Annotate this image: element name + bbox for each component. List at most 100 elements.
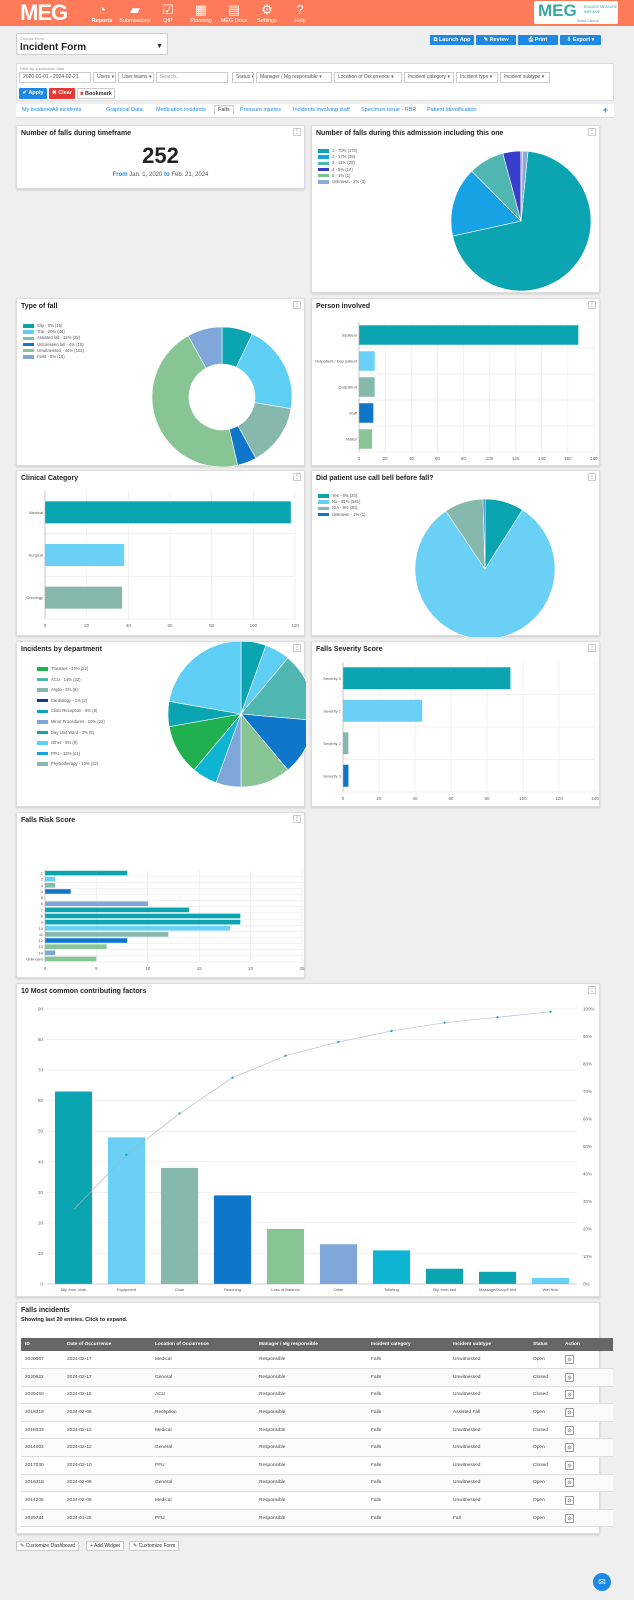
legend-item[interactable]: Theatres - 10% (22) bbox=[37, 664, 105, 675]
legend-item[interactable]: Trip - 20% (46) bbox=[23, 329, 84, 335]
customize-dashboard-button[interactable]: ✎ Customize Dashboard bbox=[16, 1541, 80, 1551]
clear-button[interactable]: ✖ Clear bbox=[49, 88, 75, 99]
tab-patient-identification[interactable]: Patient Identification bbox=[427, 107, 477, 113]
app-logo[interactable]: MEG bbox=[20, 0, 68, 25]
nav-reports[interactable]: ◔ Reports bbox=[82, 3, 122, 25]
widget-menu-icon[interactable]: ⋮ bbox=[293, 301, 301, 309]
export-button[interactable]: ⇩ Export ▾ bbox=[560, 35, 601, 45]
table-row[interactable]: 2018033 2024-02-12 Medical Responsible Falls… bbox=[21, 1421, 613, 1440]
legend-item[interactable]: 4 - 5% (10) bbox=[318, 167, 366, 173]
widget-menu-icon[interactable]: ⋮ bbox=[588, 986, 596, 994]
legend-item[interactable]: 2 - 17% (39) bbox=[318, 154, 366, 160]
user-teams-filter[interactable]: User teams ▾ bbox=[118, 72, 154, 83]
type-filter[interactable]: Incident type ▾ bbox=[456, 72, 498, 83]
nav-planning[interactable]: ▦ Planning bbox=[181, 3, 221, 25]
legend-item[interactable]: N/A - 9% (20) bbox=[318, 505, 366, 511]
table-row[interactable]: 2029734 2024-01-26 PFU Responsible Falls Fall… bbox=[21, 1509, 613, 1528]
legend-item[interactable]: No - 81% (181) bbox=[318, 499, 366, 505]
legend-item[interactable]: Slip - 6% (16) bbox=[23, 323, 84, 329]
legend-item[interactable]: 5 - 1% (1) bbox=[318, 173, 366, 179]
view-icon[interactable]: ⊙ bbox=[565, 1372, 574, 1382]
review-button[interactable]: ✎ Review bbox=[476, 35, 516, 45]
tab-all-incidents[interactable]: All incidents bbox=[52, 107, 82, 113]
table-row[interactable]: 2016318 2024-02-09 General Responsible Falls… bbox=[21, 1474, 613, 1493]
legend-item[interactable]: Unknown - 1% (1) bbox=[318, 512, 366, 518]
table-row[interactable]: 2014402 2024-02-12 General Responsible Falls… bbox=[21, 1438, 613, 1458]
form-selector[interactable]: Choose Form Incident Form ▼ bbox=[16, 33, 168, 55]
apply-button[interactable]: ✔ Apply bbox=[19, 88, 47, 99]
chat-icon[interactable]: ✉ bbox=[593, 1573, 611, 1591]
column-header[interactable]: Incident subtype bbox=[449, 1338, 529, 1351]
view-icon[interactable]: ⊙ bbox=[565, 1460, 574, 1470]
add-tab-icon[interactable]: + bbox=[602, 105, 608, 115]
table-row[interactable]: 2017030 2024-02-10 PFU Responsible Falls Unwi… bbox=[21, 1456, 613, 1475]
print-button[interactable]: ⎙ Print bbox=[518, 35, 558, 45]
legend-item[interactable]: Anglo - 5% (8) bbox=[37, 685, 105, 696]
column-header[interactable]: Manager / Mg responsible bbox=[255, 1338, 367, 1351]
nav-qip[interactable]: ☑ QIP bbox=[148, 3, 188, 25]
nav-submissions[interactable]: ▰ Submissions bbox=[115, 3, 155, 25]
table-row[interactable]: 2018319 2024-02-09 Reception Responsible Fal… bbox=[21, 1403, 613, 1422]
view-icon[interactable]: ⊙ bbox=[565, 1355, 574, 1365]
legend-item[interactable]: Cardiology - 1% (2) bbox=[37, 696, 105, 707]
view-icon[interactable]: ⊙ bbox=[565, 1425, 574, 1435]
location-filter[interactable]: Location of Occurrence ▾ bbox=[334, 72, 402, 83]
legend-item[interactable]: Unforeseen fall - 4% (10) bbox=[23, 342, 84, 348]
legend-item[interactable]: 1 - 70% (170) bbox=[318, 148, 366, 154]
view-icon[interactable]: ⊙ bbox=[565, 1513, 574, 1523]
widget-menu-icon[interactable]: ⋮ bbox=[293, 473, 301, 481]
bookmark-button[interactable]: ■ Bookmark bbox=[77, 88, 115, 99]
table-row[interactable]: 2020667 2024-02-17 Medical Responsible Falls… bbox=[21, 1351, 613, 1370]
widget-menu-icon[interactable]: ⋮ bbox=[588, 473, 596, 481]
widget-menu-icon[interactable]: ⋮ bbox=[293, 128, 301, 136]
widget-menu-icon[interactable]: ⋮ bbox=[588, 644, 596, 652]
users-filter[interactable]: Users ▾ bbox=[93, 72, 116, 83]
view-icon[interactable]: ⊙ bbox=[565, 1408, 574, 1418]
column-header[interactable]: ID bbox=[21, 1338, 63, 1351]
table-row[interactable]: 2014205 2024-02-09 Medical Responsible Falls… bbox=[21, 1491, 613, 1510]
table-row[interactable]: 2020622 2024-02-17 General Responsible Falls… bbox=[21, 1368, 613, 1387]
nav-help[interactable]: ? Help bbox=[280, 3, 320, 25]
nav-settings[interactable]: ⚙ Settings bbox=[247, 3, 287, 25]
legend-item[interactable]: Faint - 8% (18) bbox=[23, 354, 84, 360]
legend-item[interactable]: Unknown - 2% (3) bbox=[318, 179, 366, 185]
legend-item[interactable]: Clinic Reception - 5% (8) bbox=[37, 706, 105, 717]
customize-form-button[interactable]: ✎ Customize Form bbox=[129, 1541, 180, 1551]
widget-menu-icon[interactable]: ⋮ bbox=[293, 815, 301, 823]
legend-item[interactable]: Unwitnessed - 44% (102) bbox=[23, 348, 84, 354]
tab-specimen-issue-rbr[interactable]: Specimen issue - RBR bbox=[361, 107, 417, 113]
widget-menu-icon[interactable]: ⋮ bbox=[293, 644, 301, 652]
column-header[interactable]: Action bbox=[561, 1338, 613, 1351]
add-widget-button[interactable]: + Add Widget bbox=[86, 1541, 124, 1551]
legend-item[interactable]: Yes - 9% (20) bbox=[318, 493, 366, 499]
view-icon[interactable]: ⊙ bbox=[565, 1478, 574, 1488]
nav-meg-docs[interactable]: ▤ MEG Docs bbox=[214, 3, 254, 25]
tab-medication-incidents[interactable]: Medication incidents bbox=[156, 107, 206, 113]
widget-menu-icon[interactable]: ⋮ bbox=[588, 301, 596, 309]
column-header[interactable]: Location of Occurrence bbox=[151, 1338, 255, 1351]
legend-item[interactable]: Other - 5% (8) bbox=[37, 738, 105, 749]
tab-my-incidents[interactable]: My incidents bbox=[22, 107, 53, 113]
tab-pressure-injuries[interactable]: Pressure injuries bbox=[240, 107, 281, 113]
status-filter[interactable]: Status ▾ bbox=[232, 72, 254, 83]
tab-graphical-data[interactable]: Graphical Data bbox=[106, 107, 143, 113]
view-icon[interactable]: ⊙ bbox=[565, 1390, 574, 1400]
legend-item[interactable]: Physiotherapy - 10% (22) bbox=[37, 759, 105, 770]
tab-falls[interactable]: Falls bbox=[214, 105, 234, 114]
legend-item[interactable]: Day Unit Ward - 3% (5) bbox=[37, 728, 105, 739]
view-icon[interactable]: ⊙ bbox=[565, 1443, 574, 1453]
column-header[interactable]: Status bbox=[529, 1338, 561, 1351]
manager-filter[interactable]: Manager / Mg responsible ▾ bbox=[256, 72, 332, 83]
search-input[interactable]: Search... bbox=[156, 72, 228, 83]
view-icon[interactable]: ⊙ bbox=[565, 1496, 574, 1506]
legend-item[interactable]: Assisted fall - 12% (32) bbox=[23, 335, 84, 341]
subtype-filter[interactable]: Incident subtype ▾ bbox=[500, 72, 550, 83]
column-header[interactable]: Incident category bbox=[367, 1338, 449, 1351]
legend-item[interactable]: PFU - 18% (41) bbox=[37, 749, 105, 760]
table-row[interactable]: 2020450 2024-02-15 ACU Responsible Falls Unwi… bbox=[21, 1386, 613, 1405]
legend-item[interactable]: Minor Procedures - 10% (22) bbox=[37, 717, 105, 728]
legend-item[interactable]: 3 - 11% (20) bbox=[318, 160, 366, 166]
widget-menu-icon[interactable]: ⋮ bbox=[588, 128, 596, 136]
date-range-input[interactable]: 2020-01-01 - 2024-02-21 bbox=[19, 72, 91, 83]
tab-incidents-involving-staff[interactable]: Incidents involving staff bbox=[293, 107, 350, 113]
